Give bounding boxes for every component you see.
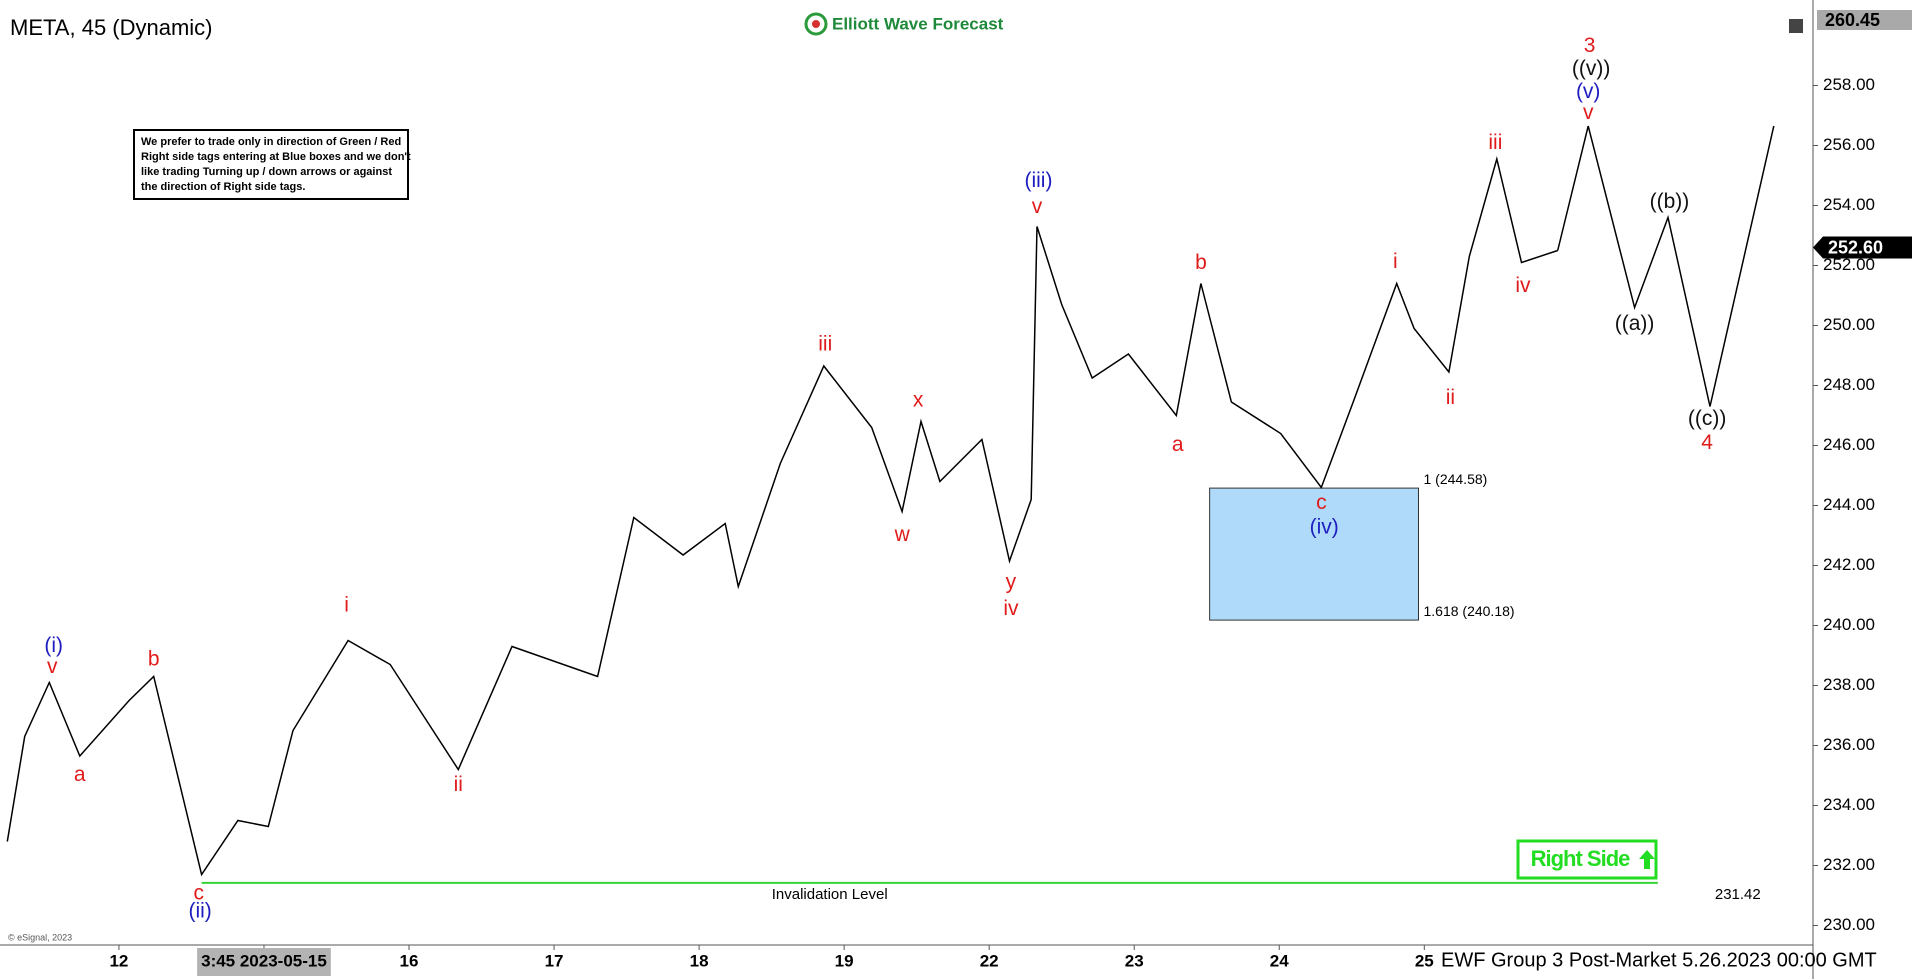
logo-text: Elliott Wave Forecast xyxy=(832,14,1004,33)
x-tick-label: 16 xyxy=(400,951,419,970)
wave-label: ii xyxy=(1446,386,1455,409)
wave-label: x xyxy=(913,389,924,412)
y-tick-label: 240.00 xyxy=(1823,615,1875,634)
note-line: Right side tags entering at Blue boxes a… xyxy=(141,151,411,163)
wave-label: w xyxy=(894,523,911,546)
wave-label: c xyxy=(193,882,204,905)
price-line xyxy=(6,156,1558,877)
y-tick-label: 238.00 xyxy=(1823,675,1875,694)
invalidation-value: 231.42 xyxy=(1715,886,1761,903)
top-marker-label: 260.45 xyxy=(1825,10,1880,30)
wave-label: a xyxy=(1172,433,1184,456)
y-tick-label: 244.00 xyxy=(1823,495,1875,514)
y-tick-label: 254.00 xyxy=(1823,195,1875,214)
right-side-badge: Right Side xyxy=(1516,839,1658,880)
wave-label: iv xyxy=(1515,274,1531,297)
up-arrow xyxy=(1639,850,1655,869)
wave-label: a xyxy=(74,763,86,786)
wave-label: (iv) xyxy=(1310,516,1339,539)
y-tick-label: 258.00 xyxy=(1823,75,1875,94)
y-tick-label: 232.00 xyxy=(1823,855,1875,874)
invalidation-label: Invalidation Level xyxy=(772,886,888,903)
x-tick-label: 25 xyxy=(1415,951,1434,970)
y-tick-label: 256.00 xyxy=(1823,135,1875,154)
wave-label: b xyxy=(1195,251,1207,274)
footer: EWF Group 3 Post-Market 5.26.2023 00:00 … xyxy=(1441,949,1877,971)
wave-label: v xyxy=(47,655,58,678)
note-line: like trading Turning up / down arrows or… xyxy=(141,166,392,178)
wave-label: iv xyxy=(1003,597,1019,620)
x-tick-label: 22 xyxy=(980,951,999,970)
current-price-label: 252.60 xyxy=(1828,237,1883,257)
copyright: © eSignal, 2023 xyxy=(8,932,72,942)
x-tick-label: 3:45 2023-05-15 xyxy=(201,951,327,970)
wave-label: c xyxy=(1316,491,1327,514)
y-tick-label: 250.00 xyxy=(1823,315,1875,334)
wave-label: y xyxy=(1006,570,1017,593)
wave-label: ((a)) xyxy=(1615,312,1655,335)
wave-label: 3 xyxy=(1584,34,1596,57)
x-tick-label: 12 xyxy=(109,951,128,970)
y-tick-label: 252.00 xyxy=(1823,255,1875,274)
x-tick-label: 17 xyxy=(545,951,564,970)
box-top-label: 1 (244.58) xyxy=(1423,471,1487,487)
wave-label: (iii) xyxy=(1024,169,1052,192)
wave-label: ((c)) xyxy=(1688,407,1726,430)
logo: Elliott Wave Forecast xyxy=(804,12,1004,36)
target-box xyxy=(1209,487,1419,621)
logo-icon xyxy=(804,12,828,36)
wave-label: (v) xyxy=(1576,80,1601,103)
note-line: the direction of Right side tags. xyxy=(141,181,305,193)
window-icon[interactable] xyxy=(1789,19,1803,33)
y-tick-label: 248.00 xyxy=(1823,375,1875,394)
x-tick-label: 18 xyxy=(690,951,709,970)
note-box xyxy=(133,129,409,200)
wave-label: b xyxy=(148,648,160,671)
right-side-border xyxy=(1516,839,1658,880)
wave-label: 4 xyxy=(1701,431,1713,454)
current-price-marker xyxy=(1813,236,1912,259)
chart-title: META, 45 (Dynamic) xyxy=(10,15,213,40)
box-bottom-label: 1.618 (240.18) xyxy=(1423,603,1514,619)
y-tick-label: 234.00 xyxy=(1823,795,1875,814)
x-tick-label: 24 xyxy=(1270,951,1289,970)
wave-label: i xyxy=(344,594,349,617)
y-tick-label: 236.00 xyxy=(1823,735,1875,754)
wave-label: ((v)) xyxy=(1572,57,1610,80)
note-line: We prefer to trade only in direction of … xyxy=(141,136,401,148)
wave-label: (i) xyxy=(44,634,63,657)
y-tick-label: 246.00 xyxy=(1823,435,1875,454)
wave-label: i xyxy=(1393,250,1398,273)
price-line xyxy=(1556,125,1775,407)
wave-label: (ii) xyxy=(188,900,211,923)
wave-label: iii xyxy=(818,333,832,356)
top-marker xyxy=(1817,10,1912,30)
wave-label: iii xyxy=(1488,131,1502,154)
wave-label: ((b)) xyxy=(1650,190,1690,213)
wave-label: ii xyxy=(454,773,463,796)
wave-label: v xyxy=(1583,101,1594,124)
x-tick-label: 23 xyxy=(1125,951,1144,970)
wave-label: v xyxy=(1032,195,1043,218)
y-tick-label: 230.00 xyxy=(1823,915,1875,934)
x-tick-label: 19 xyxy=(835,951,854,970)
right-side-text: Right Side xyxy=(1531,846,1631,871)
x-cursor-highlight xyxy=(197,948,331,976)
y-tick-label: 242.00 xyxy=(1823,555,1875,574)
logo-icon-dot xyxy=(812,20,820,28)
